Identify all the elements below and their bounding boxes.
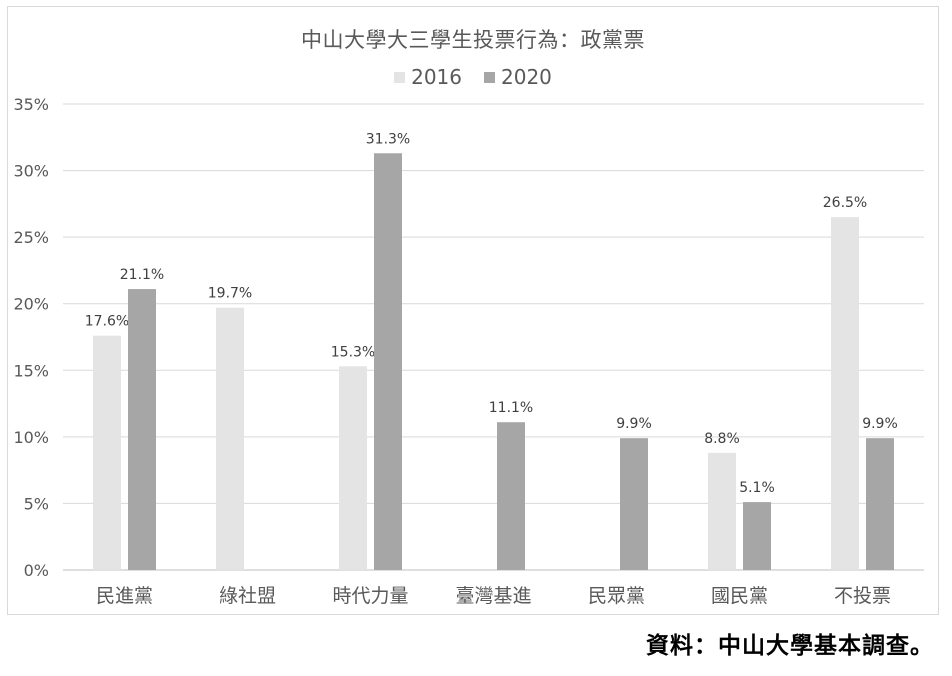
legend: 2016 2020 (8, 65, 938, 89)
chart-frame: 中山大學大三學生投票行為：政黨票 2016 2020 (7, 6, 939, 615)
bar-2016-5 (708, 452, 736, 570)
y-tick-label: 30% (13, 162, 49, 181)
x-category-label: 民眾黨 (588, 585, 645, 607)
data-label-2020-5: 5.1% (739, 480, 775, 496)
y-tick-label: 0% (24, 561, 49, 580)
data-label-2020-3: 11.1% (489, 400, 533, 416)
bar-2020-6 (866, 438, 894, 570)
data-label-2016-2: 15.3% (331, 344, 375, 360)
bar-2016-6 (831, 217, 859, 570)
bar-2020-0 (128, 289, 156, 570)
bar-2020-5 (743, 502, 771, 570)
bar-2020-4 (620, 438, 648, 570)
bar-chart-plot: 0% 5% 10% 15% 20% 25% 30% 35% 17.6% 21.1% 民進黨 19.7%… (13, 95, 924, 607)
data-label-2020-0: 21.1% (120, 267, 164, 283)
data-label-2020-2: 31.3% (366, 131, 410, 147)
data-label-2016-6: 26.5% (823, 195, 867, 211)
legend-item-2016: 2016 (394, 65, 462, 89)
bar-2020-3 (497, 422, 525, 570)
y-tick-label: 35% (13, 95, 49, 114)
bar-2016-1 (216, 307, 244, 570)
y-tick-label: 15% (13, 361, 49, 380)
x-category-label: 不投票 (834, 585, 891, 607)
x-category-label: 綠社盟 (219, 585, 276, 607)
bar-2020-2 (374, 153, 402, 570)
data-label-2020-4: 9.9% (616, 416, 652, 432)
x-category-label: 國民黨 (711, 585, 768, 607)
data-label-2016-1: 19.7% (208, 286, 252, 302)
data-label-2016-5: 8.8% (704, 431, 740, 447)
x-category-label: 民進黨 (96, 585, 153, 607)
chart-title: 中山大學大三學生投票行為：政黨票 (301, 28, 645, 52)
legend-label-2016: 2016 (411, 65, 462, 89)
y-tick-label: 20% (13, 295, 49, 314)
legend-item-2020: 2020 (484, 65, 552, 89)
legend-swatch-2016 (394, 71, 406, 83)
x-category-label: 臺灣基進 (455, 585, 531, 607)
bar-2016-2 (339, 366, 367, 570)
legend-swatch-2020 (484, 71, 495, 83)
legend-label-2020: 2020 (501, 65, 552, 89)
y-tick-label: 5% (24, 494, 49, 513)
y-tick-label: 10% (13, 428, 49, 447)
y-tick-label: 25% (13, 228, 49, 247)
data-label-2016-0: 17.6% (85, 314, 129, 330)
data-label-2020-6: 9.9% (862, 416, 898, 432)
source-note: 資料：中山大學基本調查。 (646, 633, 934, 659)
x-category-label: 時代力量 (332, 585, 408, 607)
bar-2016-0 (93, 335, 121, 570)
